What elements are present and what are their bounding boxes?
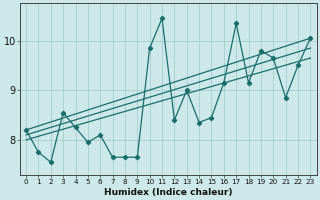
- X-axis label: Humidex (Indice chaleur): Humidex (Indice chaleur): [104, 188, 232, 197]
